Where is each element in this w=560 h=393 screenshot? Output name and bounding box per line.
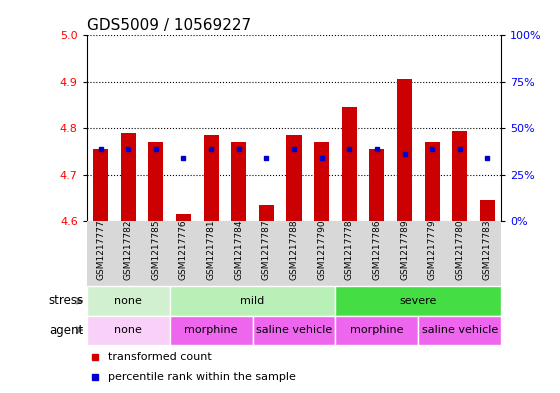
Bar [259,205,274,221]
Bar [314,142,329,221]
Text: agent: agent [50,323,84,336]
Bar [253,316,335,345]
Bar [335,316,418,345]
Text: saline vehicle: saline vehicle [256,325,332,335]
Bar [148,142,164,221]
Bar [286,135,302,221]
Bar [87,286,170,316]
Bar [170,316,253,345]
Bar [231,142,246,221]
Bar [369,149,385,221]
Bar [203,135,219,221]
Text: mild: mild [240,296,265,306]
Bar [170,286,335,316]
Text: morphine: morphine [350,325,404,335]
Text: severe: severe [400,296,437,306]
Text: none: none [114,296,142,306]
Bar [87,316,170,345]
Text: stress: stress [49,294,84,307]
Text: transformed count: transformed count [108,352,211,362]
Bar [397,79,412,221]
Bar [424,142,440,221]
Bar [335,286,501,316]
Bar [452,130,468,221]
Bar [342,107,357,221]
Bar [120,133,136,221]
Bar [418,316,501,345]
Text: GDS5009 / 10569227: GDS5009 / 10569227 [87,18,251,33]
Text: morphine: morphine [184,325,238,335]
Text: none: none [114,325,142,335]
Bar [480,200,495,221]
Text: percentile rank within the sample: percentile rank within the sample [108,372,295,382]
Bar [93,149,108,221]
Text: saline vehicle: saline vehicle [422,325,498,335]
Bar [176,214,191,221]
